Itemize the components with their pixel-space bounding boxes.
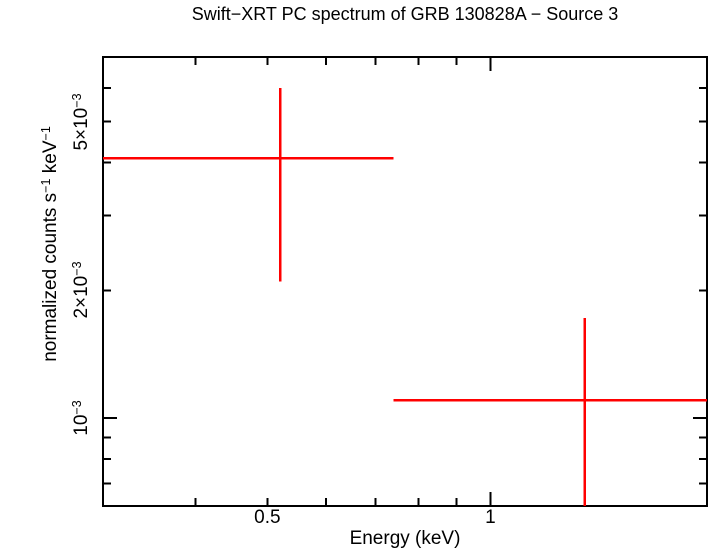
x-tick-label: 0.5 xyxy=(254,507,281,528)
plot-frame xyxy=(102,56,708,507)
y-axis-title-text: keV xyxy=(40,140,62,179)
chart-title: Swift−XRT PC spectrum of GRB 130828A − S… xyxy=(191,4,619,24)
y-axis-title-text: normalized counts s xyxy=(40,192,62,362)
y-tick-label-base: 10 xyxy=(71,414,93,436)
y-tick-label-exponent: −3 xyxy=(69,93,84,108)
y-axis-title: normalized counts s−1 keV−1 xyxy=(38,126,62,362)
y-tick-label-exponent: −3 xyxy=(69,261,84,277)
x-tick-label: 1 xyxy=(485,507,496,528)
y-tick-label: 5×10−3 xyxy=(69,93,93,151)
y-axis-title-exponent: −1 xyxy=(38,178,53,193)
y-axis-title-exponent: −1 xyxy=(38,126,53,141)
y-tick-label: 10−3 xyxy=(69,400,93,436)
y-tick-label-base: 5×10 xyxy=(71,107,93,151)
x-axis-title: Energy (keV) xyxy=(349,528,461,549)
y-tick-label-base: 2×10 xyxy=(71,276,93,319)
y-tick-label: 2×10−3 xyxy=(69,261,93,319)
y-tick-label-exponent: −3 xyxy=(69,400,84,415)
